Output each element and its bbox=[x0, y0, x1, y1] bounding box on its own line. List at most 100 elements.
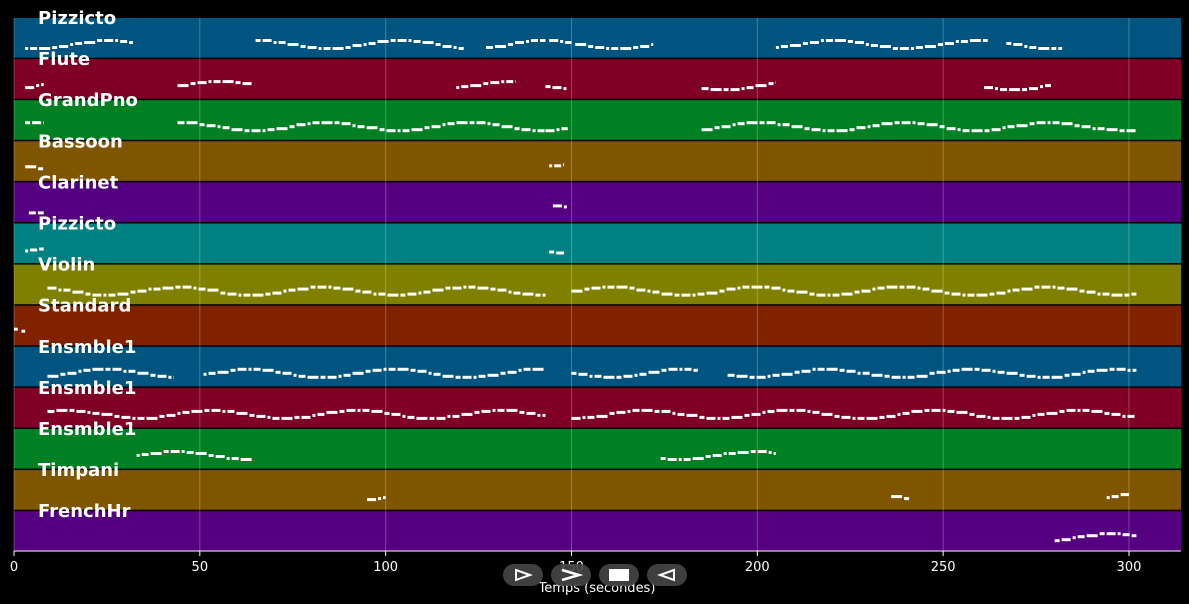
note bbox=[1047, 121, 1051, 125]
note bbox=[208, 371, 216, 375]
note bbox=[692, 293, 696, 297]
note bbox=[1029, 87, 1039, 91]
note bbox=[627, 409, 631, 413]
note bbox=[674, 293, 680, 297]
note bbox=[681, 293, 691, 297]
note bbox=[867, 125, 871, 129]
note bbox=[924, 45, 936, 48]
note bbox=[971, 129, 983, 133]
note bbox=[342, 287, 354, 291]
note bbox=[652, 290, 660, 294]
note bbox=[1054, 539, 1060, 543]
note bbox=[384, 411, 390, 415]
note bbox=[807, 409, 811, 413]
grid-lines bbox=[13, 18, 1130, 551]
track-label: FrenchHr bbox=[38, 501, 131, 522]
back-button[interactable] bbox=[647, 564, 687, 586]
track-label: Pizzicto bbox=[38, 214, 116, 235]
note bbox=[252, 293, 264, 297]
note bbox=[1099, 532, 1105, 536]
stop-button[interactable] bbox=[599, 564, 639, 586]
note bbox=[886, 414, 896, 418]
track-lane bbox=[14, 511, 1181, 551]
note bbox=[519, 410, 525, 414]
note bbox=[812, 410, 820, 414]
note bbox=[508, 290, 512, 294]
note bbox=[594, 374, 602, 378]
note bbox=[931, 289, 943, 293]
note bbox=[481, 409, 491, 413]
note bbox=[166, 413, 176, 417]
note bbox=[379, 128, 385, 132]
note bbox=[767, 374, 771, 378]
note bbox=[1007, 289, 1011, 293]
note bbox=[521, 128, 531, 132]
note bbox=[951, 292, 961, 296]
note bbox=[363, 43, 367, 46]
note bbox=[411, 128, 423, 132]
note bbox=[186, 121, 198, 125]
note bbox=[37, 211, 44, 215]
note bbox=[177, 84, 189, 88]
note bbox=[1061, 122, 1073, 126]
note bbox=[25, 47, 29, 50]
track-label: GrandPno bbox=[38, 90, 138, 111]
note bbox=[556, 251, 565, 255]
note bbox=[984, 129, 990, 133]
note bbox=[387, 293, 399, 297]
note bbox=[1024, 45, 1028, 48]
note bbox=[1120, 493, 1129, 497]
note bbox=[21, 329, 26, 333]
note bbox=[787, 289, 795, 293]
note bbox=[1061, 538, 1071, 542]
note bbox=[821, 412, 833, 416]
note bbox=[112, 367, 122, 371]
note bbox=[1032, 413, 1036, 417]
note bbox=[92, 293, 102, 297]
x-tick-label: 50 bbox=[192, 560, 209, 575]
note bbox=[39, 247, 44, 251]
note bbox=[388, 367, 396, 371]
note bbox=[532, 367, 544, 371]
note bbox=[513, 291, 521, 295]
note bbox=[468, 285, 476, 289]
note bbox=[1131, 534, 1137, 538]
note bbox=[879, 415, 885, 419]
note bbox=[397, 39, 407, 42]
note bbox=[162, 286, 174, 290]
note bbox=[148, 287, 152, 291]
note bbox=[706, 291, 718, 295]
track-lane bbox=[14, 346, 1181, 387]
note bbox=[366, 126, 378, 130]
note bbox=[413, 40, 421, 43]
note bbox=[346, 408, 356, 412]
note bbox=[1082, 408, 1090, 412]
note bbox=[526, 40, 530, 43]
note bbox=[296, 123, 306, 127]
note bbox=[776, 408, 788, 412]
note bbox=[962, 129, 970, 133]
note bbox=[193, 286, 197, 290]
note bbox=[1052, 285, 1056, 289]
note bbox=[634, 373, 638, 377]
note bbox=[1124, 293, 1130, 297]
note bbox=[722, 416, 730, 420]
note bbox=[684, 367, 692, 371]
note bbox=[825, 39, 833, 42]
note bbox=[300, 45, 306, 48]
note bbox=[103, 293, 107, 297]
forward-button[interactable] bbox=[551, 564, 591, 586]
note bbox=[150, 373, 156, 377]
note bbox=[1087, 369, 1095, 373]
play-button[interactable] bbox=[503, 564, 543, 586]
note bbox=[1126, 129, 1136, 133]
play-outline-icon bbox=[515, 568, 533, 582]
back-icon bbox=[657, 568, 675, 582]
note bbox=[939, 125, 945, 129]
note bbox=[737, 286, 741, 290]
note bbox=[456, 121, 468, 125]
note bbox=[327, 375, 337, 379]
note bbox=[507, 370, 517, 374]
note bbox=[1111, 495, 1119, 499]
